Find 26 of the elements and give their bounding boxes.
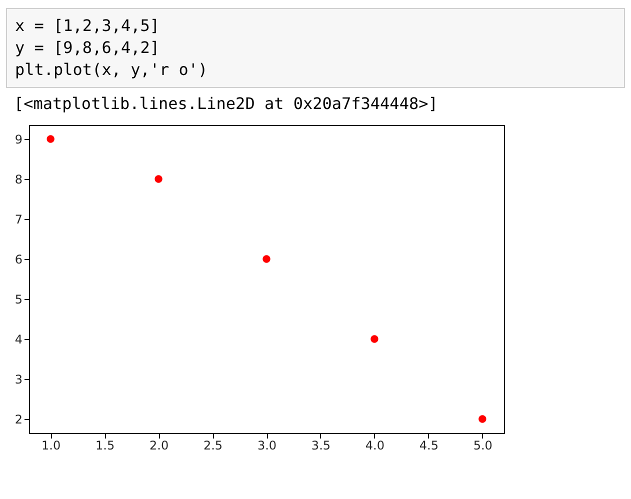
y-tick-label: 6 — [14, 252, 22, 266]
y-tick-label: 2 — [14, 412, 22, 426]
point — [370, 335, 378, 343]
x-tick-label: 2.5 — [203, 438, 223, 452]
text: y = [9,8,6,4,2] — [15, 37, 160, 59]
text: [<matplotlib.lines.Line2D at 0x20a7f344448>] — [14, 94, 439, 113]
point — [154, 175, 162, 183]
y-tick-label: 7 — [14, 212, 22, 226]
x-tick-label: 3.0 — [257, 438, 277, 452]
y-tick-label: 9 — [14, 132, 22, 146]
y-tick-label: 4 — [14, 332, 22, 346]
x-tick-label: 4.0 — [365, 438, 384, 452]
point — [262, 255, 270, 263]
y-tick-label: 8 — [14, 172, 22, 186]
x-tick-label: 1.5 — [96, 438, 115, 452]
text: x = [1,2,3,4,5] — [15, 15, 160, 37]
y-tick-label: 5 — [14, 292, 22, 306]
point — [46, 135, 54, 143]
x-tick-label: 2.0 — [150, 438, 169, 452]
y-tick-label: 3 — [14, 372, 22, 386]
x-tick-label: 5.0 — [473, 438, 492, 452]
x-tick-label: 3.5 — [311, 438, 331, 452]
x-tick-label: 4.5 — [419, 438, 438, 452]
text: plt.plot(x, y,'r o') — [15, 59, 209, 81]
x-tick-label: 1.0 — [42, 438, 61, 452]
point — [478, 415, 486, 423]
